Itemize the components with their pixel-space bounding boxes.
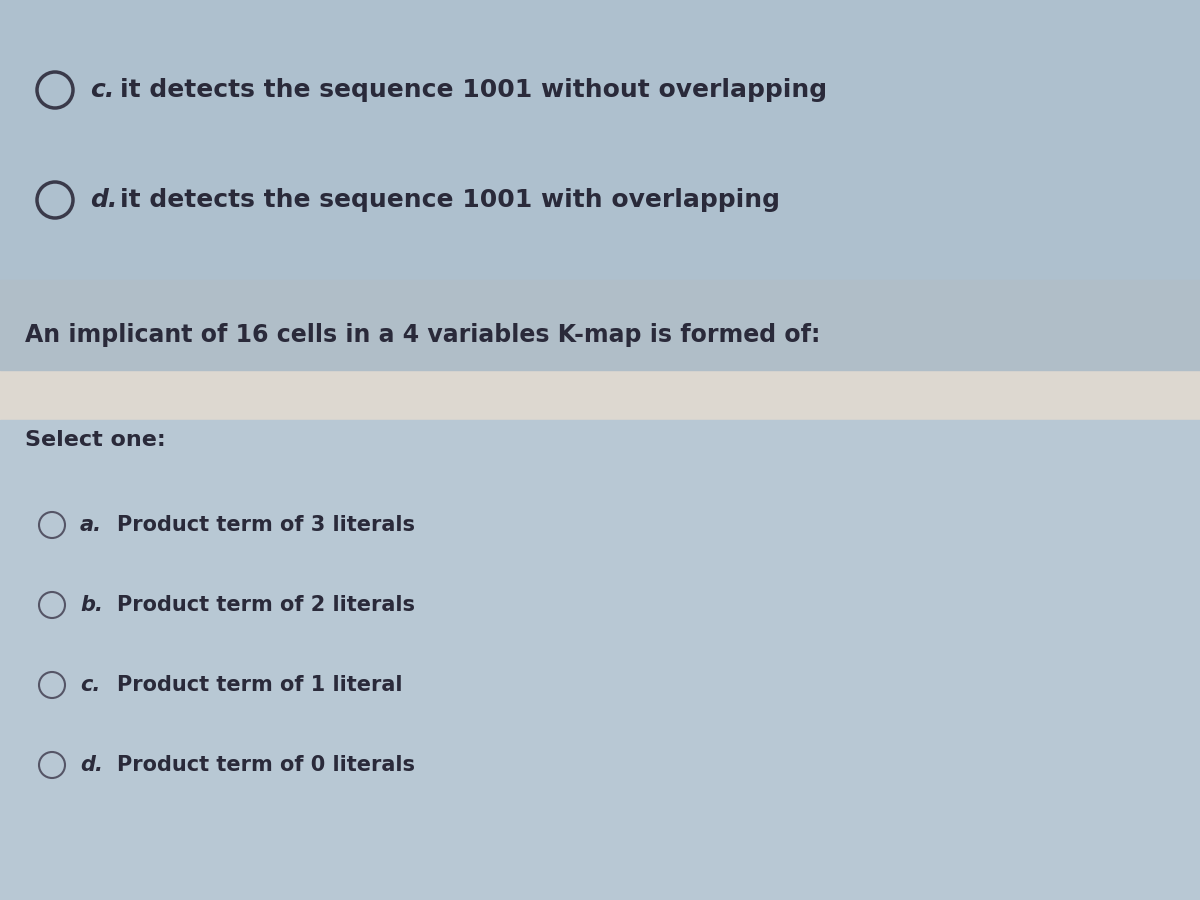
Text: d.: d. — [80, 755, 103, 775]
Text: Product term of 3 literals: Product term of 3 literals — [118, 515, 415, 535]
Text: Product term of 0 literals: Product term of 0 literals — [118, 755, 415, 775]
Bar — [0, 420, 1200, 900]
Text: c.: c. — [80, 675, 101, 695]
Bar — [0, 280, 1200, 370]
Text: d.: d. — [90, 188, 118, 212]
Bar — [0, 290, 1200, 420]
Text: Product term of 1 literal: Product term of 1 literal — [118, 675, 402, 695]
Text: it detects the sequence 1001 without overlapping: it detects the sequence 1001 without ove… — [120, 78, 827, 102]
Text: Select one:: Select one: — [25, 430, 166, 450]
Text: Product term of 2 literals: Product term of 2 literals — [118, 595, 415, 615]
Text: it detects the sequence 1001 with overlapping: it detects the sequence 1001 with overla… — [120, 188, 780, 212]
Text: a.: a. — [80, 515, 102, 535]
Bar — [0, 0, 1200, 300]
Text: An implicant of 16 cells in a 4 variables K-map is formed of:: An implicant of 16 cells in a 4 variable… — [25, 323, 821, 347]
Text: b.: b. — [80, 595, 103, 615]
Text: c.: c. — [90, 78, 114, 102]
